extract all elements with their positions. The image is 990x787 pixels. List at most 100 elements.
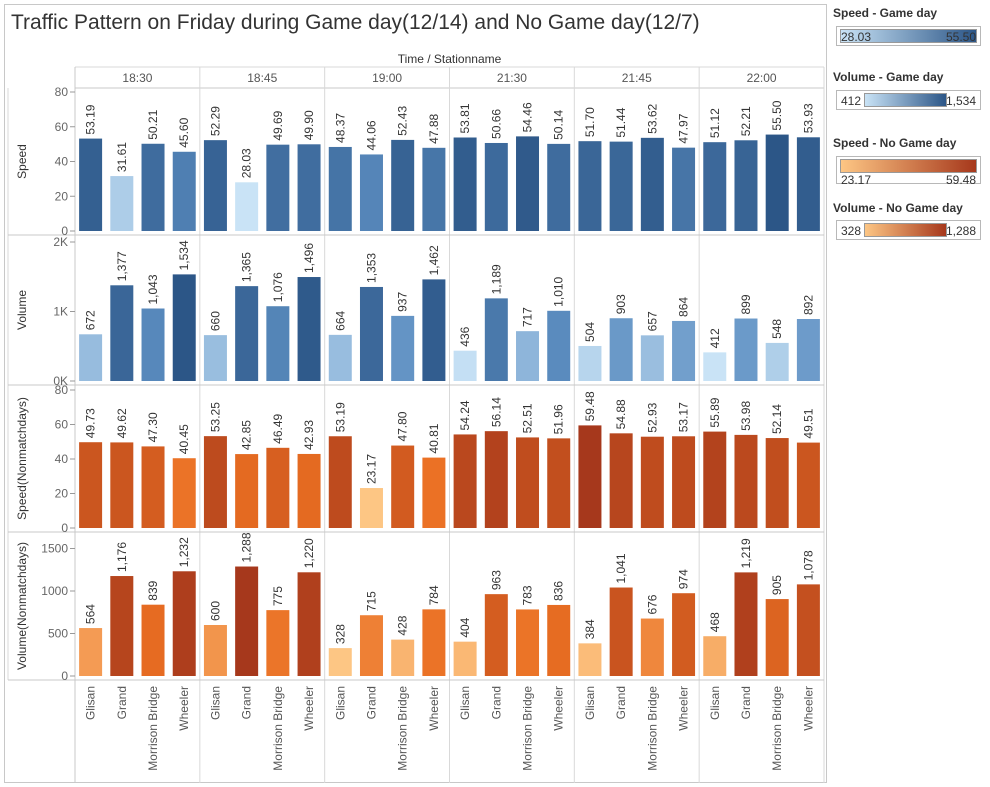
data-label: 53.19 xyxy=(84,104,98,134)
bar xyxy=(422,147,446,231)
bar xyxy=(516,331,540,381)
axis-tick-label: 40 xyxy=(55,452,69,466)
bar xyxy=(796,584,820,676)
chart-title: Traffic Pattern on Friday during Game da… xyxy=(11,11,700,34)
bar xyxy=(672,320,696,381)
data-label: 52.29 xyxy=(208,106,222,136)
data-label: 40.45 xyxy=(177,424,191,454)
legend-box-volume-nogame[interactable]: 328 1,288 xyxy=(836,220,981,240)
data-label: 42.85 xyxy=(240,420,254,450)
station-label-morrison-bridge: Morrison Bridge xyxy=(645,686,659,771)
bar xyxy=(266,306,290,381)
data-label: 40.81 xyxy=(427,423,441,453)
bar xyxy=(391,445,415,528)
data-label: 468 xyxy=(708,612,722,632)
axis-tick-label: 500 xyxy=(48,627,68,641)
data-label: 53.98 xyxy=(739,401,753,431)
bar xyxy=(79,138,103,231)
station-label-morrison-bridge: Morrison Bridge xyxy=(146,686,160,771)
legend-box-volume-game[interactable]: 412 1,534 xyxy=(836,90,981,110)
legend-box-speed-game[interactable]: 28.03 55.50 xyxy=(836,26,981,46)
data-label: 51.12 xyxy=(708,108,722,138)
data-label: 51.44 xyxy=(614,107,628,137)
data-label: 783 xyxy=(521,585,535,605)
bar xyxy=(734,318,758,381)
data-label: 899 xyxy=(739,294,753,314)
bar xyxy=(765,134,789,231)
bar xyxy=(328,146,352,231)
data-label: 48.37 xyxy=(333,113,347,143)
row-title-volumenonmatchdays: Volume(Nonmatchdays) xyxy=(15,542,29,670)
legend-box-speed-nogame[interactable]: 23.17 59.48 xyxy=(836,156,981,187)
data-label: 404 xyxy=(458,617,472,637)
data-label: 59.48 xyxy=(583,391,597,421)
data-label: 1,496 xyxy=(302,243,316,273)
time-header-1900: 19:00 xyxy=(372,71,402,85)
bar xyxy=(672,593,696,676)
bar xyxy=(235,566,259,676)
bar xyxy=(328,334,352,381)
bar xyxy=(141,446,165,528)
row-title-speed: Speed xyxy=(15,144,29,179)
bar xyxy=(578,425,602,528)
bar xyxy=(141,604,165,676)
axis-tick-label: 1000 xyxy=(41,584,68,598)
row-title-speednonmatchdays: Speed(Nonmatchdays) xyxy=(15,397,29,520)
data-label: 53.19 xyxy=(333,402,347,432)
legend-gradient-volume-game xyxy=(864,93,947,107)
bar xyxy=(391,639,415,676)
axis-tick-label: 20 xyxy=(55,487,69,501)
bar xyxy=(266,610,290,676)
bar xyxy=(110,576,134,676)
station-label-wheeler: Wheeler xyxy=(677,686,691,731)
bar xyxy=(79,442,103,528)
data-label: 672 xyxy=(84,310,98,330)
bar xyxy=(484,594,508,676)
data-label: 664 xyxy=(333,311,347,331)
bar xyxy=(391,315,415,381)
data-label: 54.88 xyxy=(614,399,628,429)
data-label: 1,078 xyxy=(801,550,815,580)
bar xyxy=(547,143,571,231)
data-label: 42.93 xyxy=(302,420,316,450)
data-label: 52.14 xyxy=(770,404,784,434)
bar xyxy=(640,618,664,676)
station-label-wheeler: Wheeler xyxy=(552,686,566,731)
data-label: 892 xyxy=(801,295,815,315)
data-label: 328 xyxy=(333,624,347,644)
bar xyxy=(672,436,696,528)
bar xyxy=(422,279,446,381)
axis-tick-label: 60 xyxy=(55,120,69,134)
data-label: 53.62 xyxy=(645,103,659,133)
legend-max-speed-nogame: 59.48 xyxy=(945,173,976,187)
data-label: 45.60 xyxy=(177,117,191,147)
data-label: 1,076 xyxy=(271,272,285,302)
bar xyxy=(328,648,352,676)
data-label: 46.49 xyxy=(271,413,285,443)
bar xyxy=(235,454,259,528)
bar xyxy=(110,285,134,381)
data-label: 53.93 xyxy=(801,103,815,133)
axis-tick-label: 0 xyxy=(61,669,68,683)
data-label: 55.89 xyxy=(708,397,722,427)
data-label: 1,189 xyxy=(489,264,503,294)
data-label: 564 xyxy=(84,604,98,624)
bar xyxy=(734,434,758,528)
data-label: 47.80 xyxy=(396,411,410,441)
bar xyxy=(172,458,196,528)
data-label: 52.43 xyxy=(396,106,410,136)
legend-min-speed-game: 28.03 xyxy=(841,30,872,44)
station-label-morrison-bridge: Morrison Bridge xyxy=(271,686,285,771)
bar xyxy=(703,142,727,231)
station-label-glisan: Glisan xyxy=(208,686,222,720)
data-label: 49.69 xyxy=(271,110,285,140)
station-label-morrison-bridge: Morrison Bridge xyxy=(770,686,784,771)
time-header-1830: 18:30 xyxy=(122,71,152,85)
axis-tick-label: 0 xyxy=(61,521,68,535)
bar xyxy=(141,308,165,381)
bar xyxy=(516,437,540,528)
time-header-1845: 18:45 xyxy=(247,71,277,85)
data-label: 864 xyxy=(677,297,691,317)
bar xyxy=(516,609,540,676)
legend-title-volume-nogame: Volume - No Game day xyxy=(833,201,963,215)
